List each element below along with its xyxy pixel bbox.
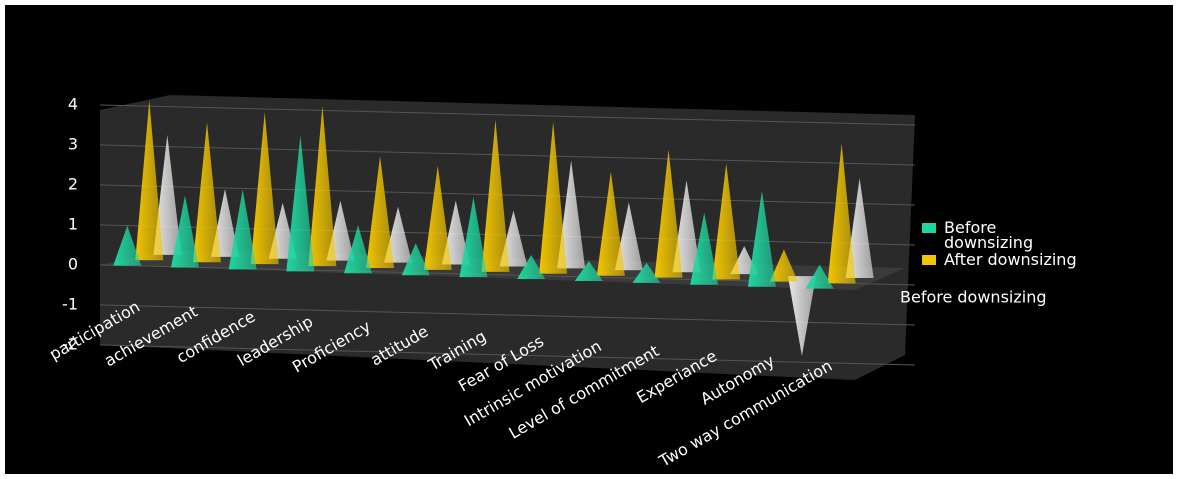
- y-tick-label: 4: [68, 95, 78, 114]
- cone: [286, 135, 315, 272]
- cone: [827, 143, 856, 284]
- cone: [845, 177, 874, 278]
- y-tick-label: -2: [62, 335, 78, 354]
- cone: [308, 106, 337, 267]
- grid-line: [99, 184, 916, 206]
- grid-line: [99, 344, 916, 366]
- cone: [690, 212, 719, 285]
- legend-label: After downsizing: [944, 250, 1077, 269]
- y-tick-label: 1: [68, 215, 78, 234]
- cone: [614, 202, 643, 271]
- cone: [747, 190, 776, 287]
- legend-item: Before downsizing: [922, 218, 1162, 252]
- cone: [769, 249, 798, 282]
- depth-label: Before downsizing: [900, 288, 1047, 307]
- cone: [366, 156, 395, 269]
- cone: [344, 225, 373, 274]
- cone: [654, 149, 683, 278]
- y-tick-label: 0: [68, 255, 78, 274]
- cone: [171, 195, 199, 268]
- grid-line: [99, 104, 916, 126]
- legend-swatch: [922, 255, 936, 265]
- cone: [459, 197, 488, 278]
- y-tick-label: 2: [68, 175, 78, 194]
- cone: [153, 134, 182, 255]
- cone: [712, 163, 741, 280]
- legend-swatch: [922, 223, 936, 233]
- cone: [539, 121, 568, 274]
- cone: [401, 243, 430, 276]
- cone: [596, 171, 625, 276]
- grid-line: [99, 144, 916, 166]
- cone: [228, 189, 257, 270]
- cone: [113, 225, 142, 266]
- y-tick-label: -1: [62, 295, 78, 314]
- cone: [193, 122, 221, 263]
- cone: [135, 100, 164, 261]
- grid-line: [99, 304, 916, 326]
- y-tick-label: 3: [68, 135, 78, 154]
- cone: [632, 262, 661, 283]
- cone: [481, 119, 510, 272]
- legend-item: After downsizing: [922, 250, 1162, 269]
- cone: [574, 260, 603, 281]
- cone: [517, 255, 546, 280]
- cone: [423, 165, 452, 270]
- cone: [805, 264, 834, 289]
- cone: [672, 180, 701, 273]
- legend-label: Before downsizing: [944, 218, 1034, 252]
- legend: Before downsizing After downsizing: [922, 220, 1162, 269]
- cone: [787, 276, 816, 357]
- cone: [250, 112, 279, 265]
